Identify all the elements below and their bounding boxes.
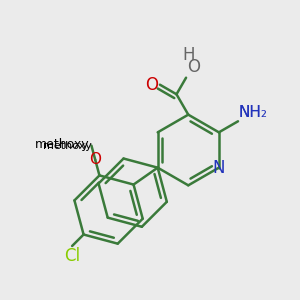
Text: O: O bbox=[146, 76, 158, 94]
Text: O: O bbox=[187, 58, 200, 76]
Text: N: N bbox=[213, 159, 225, 177]
Text: NH: NH bbox=[238, 105, 262, 120]
Text: Cl: Cl bbox=[64, 248, 80, 266]
Text: H: H bbox=[183, 46, 195, 64]
Text: methoxy: methoxy bbox=[43, 140, 92, 151]
Text: NH₂: NH₂ bbox=[238, 105, 268, 120]
Text: methoxy: methoxy bbox=[35, 138, 90, 151]
Text: O: O bbox=[89, 152, 101, 167]
